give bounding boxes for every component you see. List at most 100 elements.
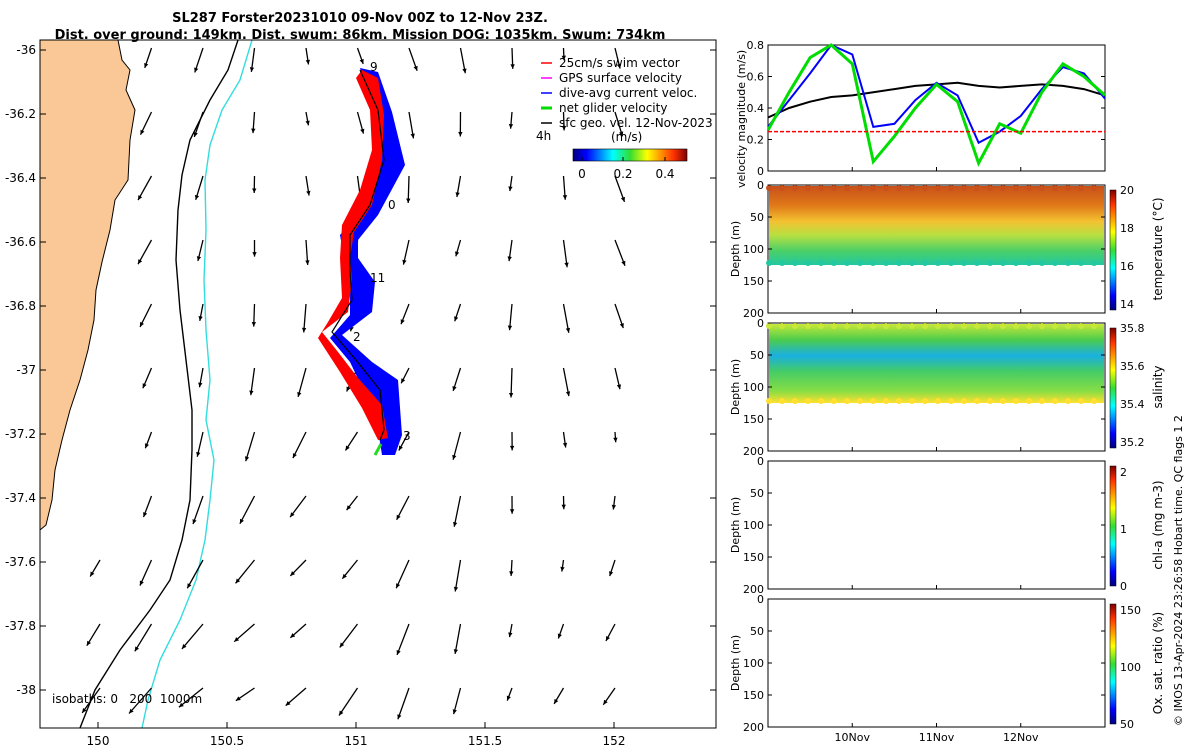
speed-colorbar (572, 148, 688, 162)
figure-title-line1: SL287 Forster20231010 09-Nov 00Z to 12-N… (172, 11, 548, 26)
section-panel: 0 50 100 150 200 Depth (m) 35.2 35.4 35.6 35.8 sal… (729, 317, 1165, 458)
surface-velocity-arrowhead (554, 698, 559, 704)
surface-velocity-arrow (181, 623, 204, 650)
section-bottom-dot (922, 398, 928, 404)
section-bottom-dot (844, 398, 850, 404)
section-surface-dot (948, 323, 954, 329)
track-day-label: 2 (353, 330, 361, 344)
surface-velocity-arrow (186, 559, 204, 589)
surface-velocity-arrow (245, 431, 256, 462)
velocity-ylabel: velocity magnitude (m/s) (735, 50, 748, 188)
section-y-tick-label: 200 (743, 445, 764, 458)
surface-velocity-arrowhead (507, 325, 513, 331)
section-y-tick-label: 200 (743, 583, 764, 596)
section-surface-dot (1013, 185, 1019, 191)
surface-velocity-arrowhead (192, 519, 197, 525)
section-y-tick-label: 0 (757, 179, 764, 192)
surface-velocity-arrowhead (609, 571, 614, 577)
section-surface-dot (1000, 323, 1006, 329)
surface-velocity-arrowhead (346, 386, 351, 392)
section-bottom-dot (1000, 260, 1006, 266)
section-y-tick-label: 150 (743, 275, 764, 288)
surface-velocity-arrowhead (187, 583, 192, 589)
section-y-tick-label: 100 (743, 243, 764, 256)
surface-velocity-arrowhead (139, 580, 144, 586)
section-surface-dot (974, 323, 980, 329)
surface-velocity-arrowhead (342, 573, 347, 579)
surface-velocity-arrowhead (129, 708, 134, 714)
map-panel: -36 -36.2 -36.4 -36.6 -36.8 -37 -37.2 -37.4 -37.… (5, 39, 717, 748)
section-bottom-dot (922, 260, 928, 266)
lat-tick-label: -37.6 (5, 555, 36, 569)
map-frame (39, 39, 717, 729)
section-bottom-dot (844, 260, 850, 266)
section-bottom-dot (987, 398, 993, 404)
figure-title-line2: Dist. over ground: 149km. Dist. swum: 86… (54, 28, 666, 43)
surface-velocity-arrowhead (620, 196, 625, 202)
section-surface-dot (1052, 185, 1058, 191)
surface-velocity-arrowhead (616, 63, 622, 69)
surface-velocity-arrowhead (402, 259, 407, 265)
section-surface-dot (1026, 323, 1032, 329)
section-bottom-dot (1026, 260, 1032, 266)
surface-velocity-arrowhead (345, 445, 350, 451)
surface-velocity-arrow (454, 559, 462, 592)
surface-velocity-arrow (235, 559, 256, 584)
colorbar-tick-label: 0 (578, 167, 586, 181)
surface-velocity-arrowhead (452, 709, 457, 715)
section-bottom-dot (857, 398, 863, 404)
section-surface-dot (857, 185, 863, 191)
velocity-series-line (766, 43, 1107, 167)
surface-velocity-arrowhead (339, 642, 345, 648)
surface-velocity-arrowhead (249, 67, 255, 72)
section-ylabel: Depth (m) (729, 359, 742, 415)
surface-velocity-arrow (452, 431, 462, 460)
lat-tick-label: -37.4 (5, 491, 36, 505)
section-colorbar (1109, 327, 1117, 449)
surface-velocity-arrowhead (193, 131, 198, 137)
section-bottom-dot (896, 260, 902, 266)
section-bottom-dot (896, 398, 902, 404)
surface-velocity-arrowhead (564, 262, 569, 268)
surface-velocity-arrowhead (292, 453, 297, 459)
surface-velocity-arrowhead (561, 125, 567, 131)
section-bottom-dot (857, 260, 863, 266)
surface-velocity-arrowhead (194, 67, 199, 73)
section-y-tick-label: 200 (743, 721, 764, 734)
section-y-tick-label: 150 (743, 551, 764, 564)
section-bottom-dot (1065, 260, 1071, 266)
isobaths-label: isobaths: 0 200 1000m (52, 692, 202, 706)
time-axis: 10Nov 11Nov 12Nov (835, 167, 1039, 744)
land-coastline (40, 40, 136, 531)
section-bottom-dot (766, 260, 772, 266)
surface-velocity-arrowhead (603, 699, 608, 705)
section-y-tick-label: 50 (750, 349, 764, 362)
section-surface-dot (974, 185, 980, 191)
dive-avg-current-band (330, 68, 405, 455)
section-plot-frame (767, 460, 1106, 590)
section-colorbar-tick-label: 35.6 (1120, 360, 1145, 373)
copyright-footer: © IMOS 13-Apr-2024 23:26:58 Hobart time.… (1172, 415, 1185, 726)
section-bottom-dot (909, 398, 915, 404)
surface-velocity-arrowhead (181, 644, 187, 649)
surface-velocity-arrowhead (562, 442, 568, 448)
surface-velocity-arrowhead (561, 504, 566, 510)
surface-velocity-arrowhead (251, 128, 256, 134)
section-y-tick-label: 100 (743, 657, 764, 670)
velocity-series (766, 43, 1107, 167)
section-surface-dot (1078, 185, 1084, 191)
track-day-label: 3 (403, 429, 411, 443)
surface-velocity-arrowhead (557, 633, 562, 639)
section-surface-dot (1065, 185, 1071, 191)
surface-velocity-arrowhead (360, 128, 365, 134)
surface-velocity-arrow (137, 175, 153, 201)
track-day-label: 9 (370, 60, 378, 74)
section-bottom-dot (805, 260, 811, 266)
time-tick-label: 10Nov (835, 731, 871, 744)
section-surface-dot (1065, 323, 1071, 329)
surface-velocity-arrow (562, 239, 568, 268)
section-panel: 0 50 100 150 200 Depth (m) 0 1 2 chl-a (mg m-3) (729, 455, 1165, 596)
map-lat-ticks: -36 -36.2 -36.4 -36.6 -36.8 -37 -37.2 -37.4 -37.… (5, 43, 716, 697)
section-colorbar-tick-label: 2 (1120, 466, 1127, 479)
section-colorbar (1109, 603, 1117, 725)
